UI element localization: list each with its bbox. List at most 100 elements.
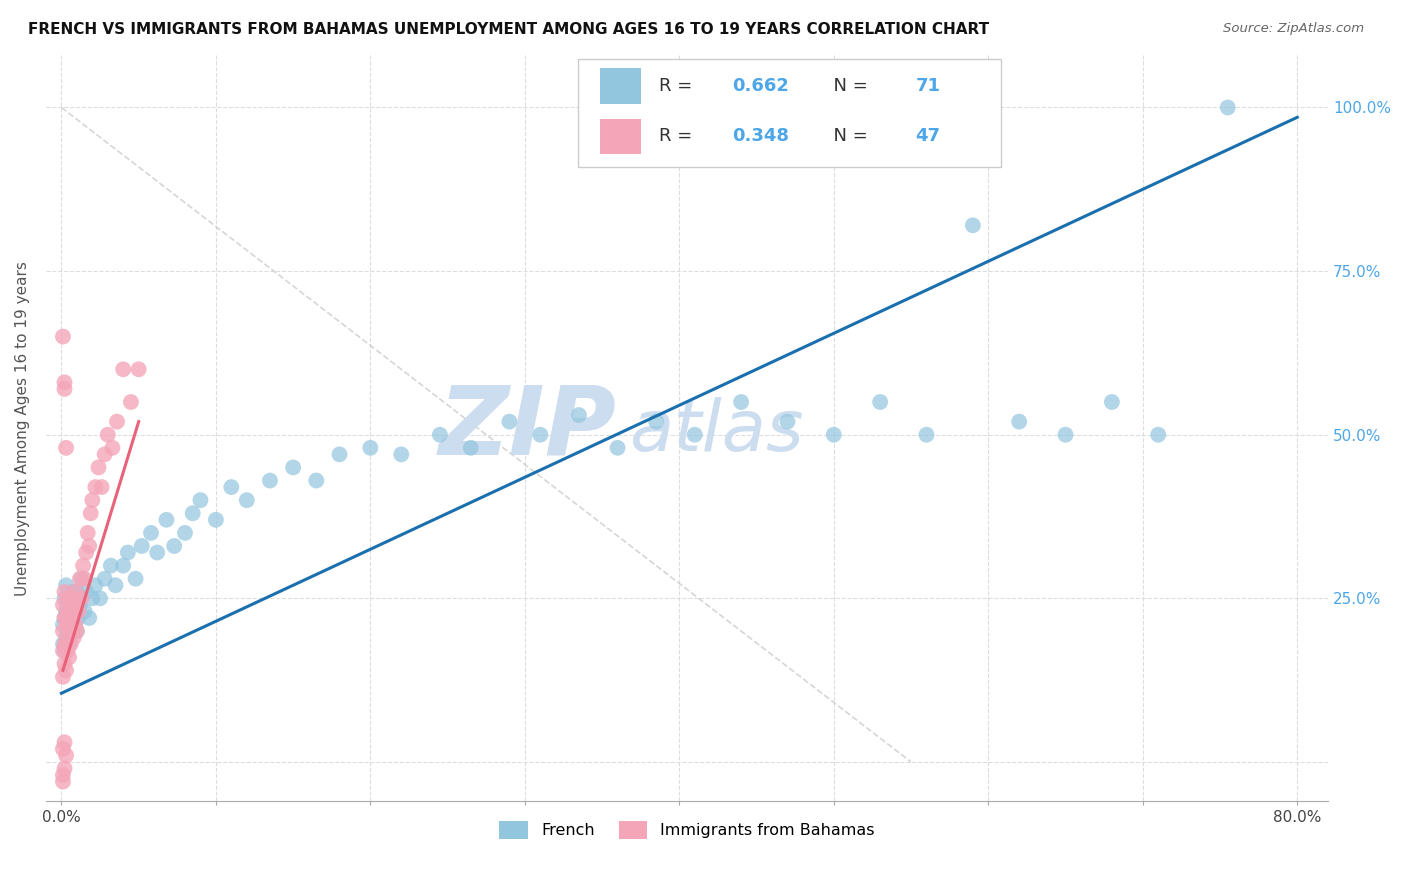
- Point: [56, 591, 79, 606]
- Point: [52, 742, 75, 756]
- Point: [53, 611, 76, 625]
- Point: [52, 768, 75, 782]
- Point: [59, 637, 82, 651]
- Point: [55, 578, 77, 592]
- Point: [128, 362, 150, 376]
- Point: [429, 427, 451, 442]
- Point: [174, 525, 197, 540]
- Point: [1054, 427, 1077, 442]
- Point: [58, 611, 80, 625]
- Point: [59, 624, 82, 638]
- Point: [389, 447, 412, 461]
- Point: [55, 611, 77, 625]
- Point: [915, 427, 938, 442]
- Y-axis label: Unemployment Among Ages 16 to 19 years: Unemployment Among Ages 16 to 19 years: [15, 260, 30, 596]
- Point: [53, 637, 76, 651]
- Point: [69, 572, 91, 586]
- Text: R =: R =: [659, 77, 697, 95]
- Text: FRENCH VS IMMIGRANTS FROM BAHAMAS UNEMPLOYMENT AMONG AGES 16 TO 19 YEARS CORRELA: FRENCH VS IMMIGRANTS FROM BAHAMAS UNEMPL…: [28, 22, 990, 37]
- Text: N =: N =: [821, 128, 873, 145]
- Point: [84, 578, 107, 592]
- Point: [105, 415, 128, 429]
- Point: [460, 441, 482, 455]
- Point: [65, 584, 87, 599]
- Point: [259, 474, 281, 488]
- Point: [67, 611, 90, 625]
- Point: [75, 545, 97, 559]
- Point: [131, 539, 153, 553]
- Point: [55, 663, 77, 677]
- Bar: [600, 119, 641, 154]
- Point: [112, 362, 135, 376]
- Point: [55, 441, 77, 455]
- Point: [53, 657, 76, 671]
- Point: [52, 637, 75, 651]
- Point: [606, 441, 628, 455]
- Point: [87, 460, 110, 475]
- Text: Source: ZipAtlas.com: Source: ZipAtlas.com: [1223, 22, 1364, 36]
- Text: ZIP: ZIP: [439, 382, 617, 475]
- Point: [80, 506, 103, 520]
- Point: [55, 604, 77, 618]
- Text: 0.662: 0.662: [733, 77, 789, 95]
- Point: [70, 572, 93, 586]
- Point: [328, 447, 350, 461]
- Point: [82, 591, 104, 606]
- Point: [190, 493, 212, 508]
- Point: [56, 598, 79, 612]
- Point: [236, 493, 259, 508]
- Point: [65, 598, 87, 612]
- Point: [60, 611, 83, 625]
- Point: [52, 598, 75, 612]
- Point: [58, 598, 80, 612]
- Point: [60, 584, 83, 599]
- Point: [1147, 427, 1170, 442]
- Point: [52, 624, 75, 638]
- Point: [65, 617, 87, 632]
- Point: [60, 591, 83, 606]
- Point: [73, 572, 96, 586]
- Text: N =: N =: [821, 77, 873, 95]
- Point: [62, 617, 84, 632]
- Point: [66, 624, 89, 638]
- Point: [205, 513, 228, 527]
- Point: [823, 427, 845, 442]
- Point: [73, 604, 96, 618]
- Text: 71: 71: [915, 77, 941, 95]
- Point: [221, 480, 243, 494]
- Point: [53, 584, 76, 599]
- Point: [181, 506, 204, 520]
- Point: [869, 395, 891, 409]
- Text: 47: 47: [915, 128, 941, 145]
- Point: [76, 525, 98, 540]
- Point: [730, 395, 752, 409]
- Point: [498, 415, 520, 429]
- Point: [101, 441, 124, 455]
- Point: [62, 631, 84, 645]
- Point: [146, 545, 169, 559]
- Point: [112, 558, 135, 573]
- Point: [529, 427, 551, 442]
- Bar: [600, 68, 641, 104]
- Point: [163, 539, 186, 553]
- Point: [139, 525, 162, 540]
- Point: [58, 650, 80, 665]
- FancyBboxPatch shape: [578, 59, 1001, 167]
- Point: [155, 513, 177, 527]
- Point: [72, 558, 94, 573]
- Point: [52, 670, 75, 684]
- Point: [55, 631, 77, 645]
- Point: [89, 591, 111, 606]
- Point: [53, 591, 76, 606]
- Point: [77, 611, 100, 625]
- Point: [1101, 395, 1123, 409]
- Point: [305, 474, 328, 488]
- Point: [962, 219, 984, 233]
- Point: [100, 558, 122, 573]
- Point: [1008, 415, 1031, 429]
- Point: [69, 598, 91, 612]
- Point: [77, 539, 100, 553]
- Point: [70, 591, 93, 606]
- Point: [281, 460, 304, 475]
- Point: [82, 493, 104, 508]
